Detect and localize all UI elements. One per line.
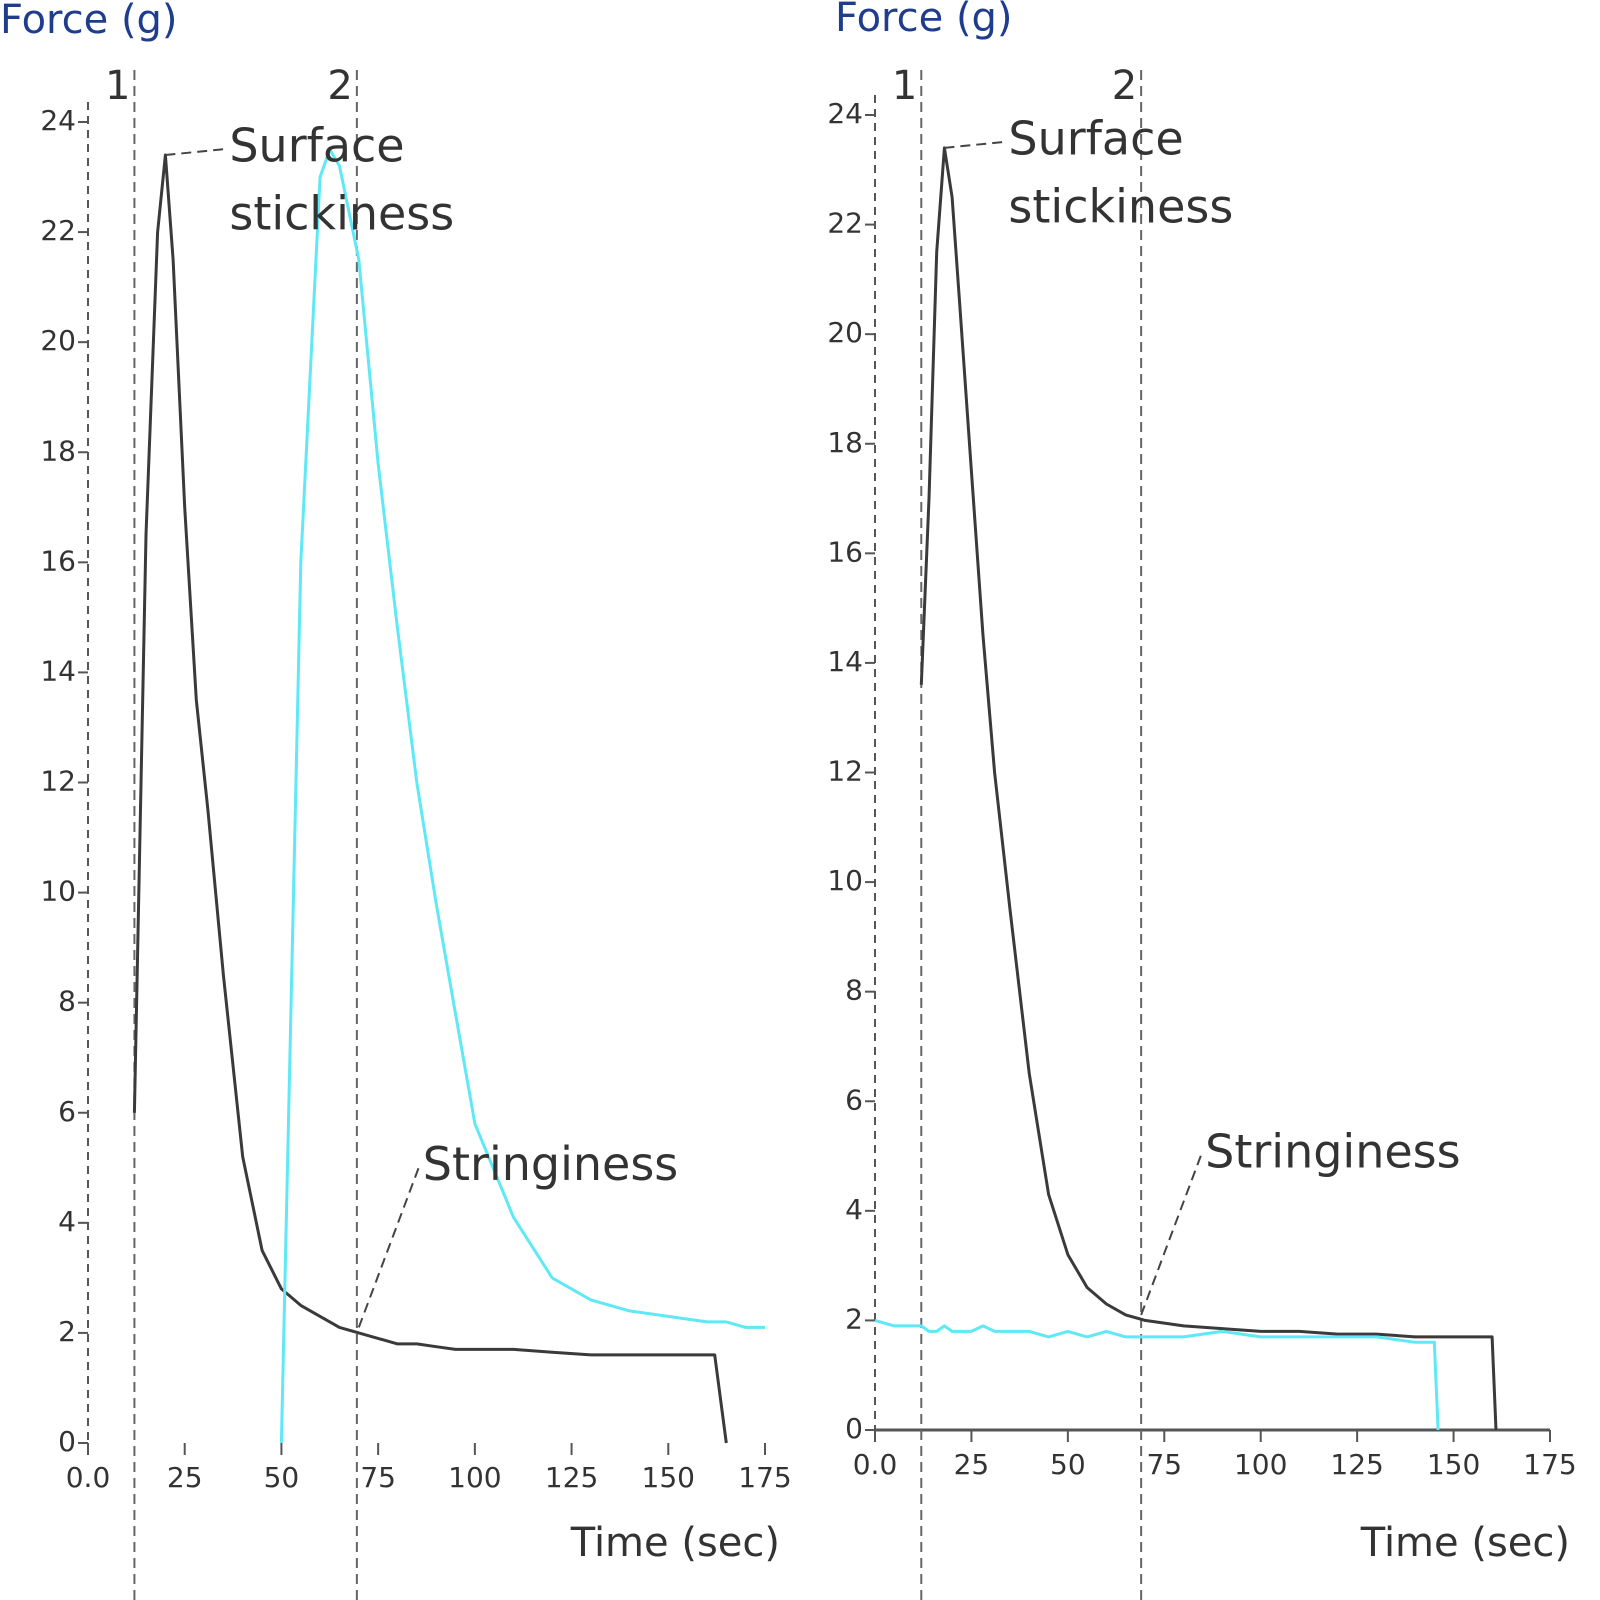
y-tick-label: 10 bbox=[40, 875, 76, 908]
y-tick-label: 12 bbox=[827, 755, 863, 788]
x-axis-title: Time (sec) bbox=[570, 1520, 780, 1566]
x-tick-label: 150 bbox=[1427, 1448, 1480, 1481]
y-axis-title: Force (g) bbox=[0, 0, 178, 43]
y-tick-label: 2 bbox=[58, 1315, 76, 1348]
y-tick-label: 14 bbox=[40, 654, 76, 687]
y-tick-label: 18 bbox=[40, 434, 76, 467]
y-axis-title: Force (g) bbox=[835, 0, 1013, 41]
y-tick-label: 4 bbox=[58, 1205, 76, 1238]
y-tick-label: 8 bbox=[58, 985, 76, 1018]
x-tick-label: 175 bbox=[738, 1461, 791, 1494]
annotation-text: stickiness bbox=[1008, 179, 1233, 233]
annotation-text: stickiness bbox=[229, 187, 454, 241]
x-tick-label: 125 bbox=[1330, 1448, 1383, 1481]
x-tick-label: 75 bbox=[360, 1461, 396, 1494]
x-tick-label: 175 bbox=[1523, 1448, 1576, 1481]
y-tick-label: 12 bbox=[40, 765, 76, 798]
y-tick-label: 6 bbox=[845, 1083, 863, 1116]
x-tick-label: 25 bbox=[167, 1461, 203, 1494]
annotation-text: Stringiness bbox=[423, 1137, 678, 1191]
x-tick-label: 0.0 bbox=[66, 1461, 111, 1494]
y-tick-label: 18 bbox=[827, 426, 863, 459]
x-tick-label: 100 bbox=[1234, 1448, 1287, 1481]
marker-label: 1 bbox=[892, 63, 917, 109]
y-tick-label: 6 bbox=[58, 1095, 76, 1128]
series-line bbox=[919, 146, 1498, 1431]
x-tick-label: 0.0 bbox=[853, 1448, 898, 1481]
x-tick-label: 150 bbox=[642, 1461, 695, 1494]
series-line bbox=[279, 148, 765, 1444]
marker-label: 2 bbox=[1112, 63, 1137, 109]
series-line bbox=[132, 153, 728, 1444]
x-tick-label: 25 bbox=[954, 1448, 990, 1481]
y-tick-label: 22 bbox=[40, 214, 76, 247]
y-tick-label: 16 bbox=[40, 544, 76, 577]
annotation-leader bbox=[165, 148, 226, 157]
annotation-leader bbox=[357, 1167, 420, 1328]
y-tick-label: 0 bbox=[58, 1425, 76, 1458]
y-tick-label: 10 bbox=[827, 864, 863, 897]
y-tick-label: 24 bbox=[827, 97, 863, 130]
marker-label: 1 bbox=[105, 63, 130, 109]
x-tick-label: 50 bbox=[264, 1461, 300, 1494]
y-tick-label: 4 bbox=[845, 1193, 863, 1226]
y-tick-label: 14 bbox=[827, 645, 863, 678]
y-tick-label: 2 bbox=[845, 1302, 863, 1335]
series-line bbox=[874, 1318, 1440, 1431]
x-tick-label: 100 bbox=[448, 1461, 501, 1494]
x-tick-label: 125 bbox=[545, 1461, 598, 1494]
annotation-text: Stringiness bbox=[1205, 1124, 1460, 1178]
annotation-leader bbox=[944, 140, 1005, 149]
x-axis-title: Time (sec) bbox=[1360, 1520, 1570, 1566]
y-tick-label: 20 bbox=[827, 316, 863, 349]
x-tick-label: 75 bbox=[1146, 1448, 1182, 1481]
y-tick-label: 16 bbox=[827, 535, 863, 568]
y-tick-label: 20 bbox=[40, 324, 76, 357]
y-tick-label: 22 bbox=[827, 207, 863, 240]
marker-label: 2 bbox=[327, 63, 352, 109]
annotation-text: Surface bbox=[229, 119, 404, 173]
y-tick-label: 0 bbox=[845, 1412, 863, 1445]
x-tick-label: 50 bbox=[1050, 1448, 1086, 1481]
y-tick-label: 24 bbox=[40, 104, 76, 137]
annotation-leader bbox=[1140, 1154, 1203, 1316]
annotation-text: Surface bbox=[1008, 111, 1183, 165]
y-tick-label: 8 bbox=[845, 974, 863, 1007]
